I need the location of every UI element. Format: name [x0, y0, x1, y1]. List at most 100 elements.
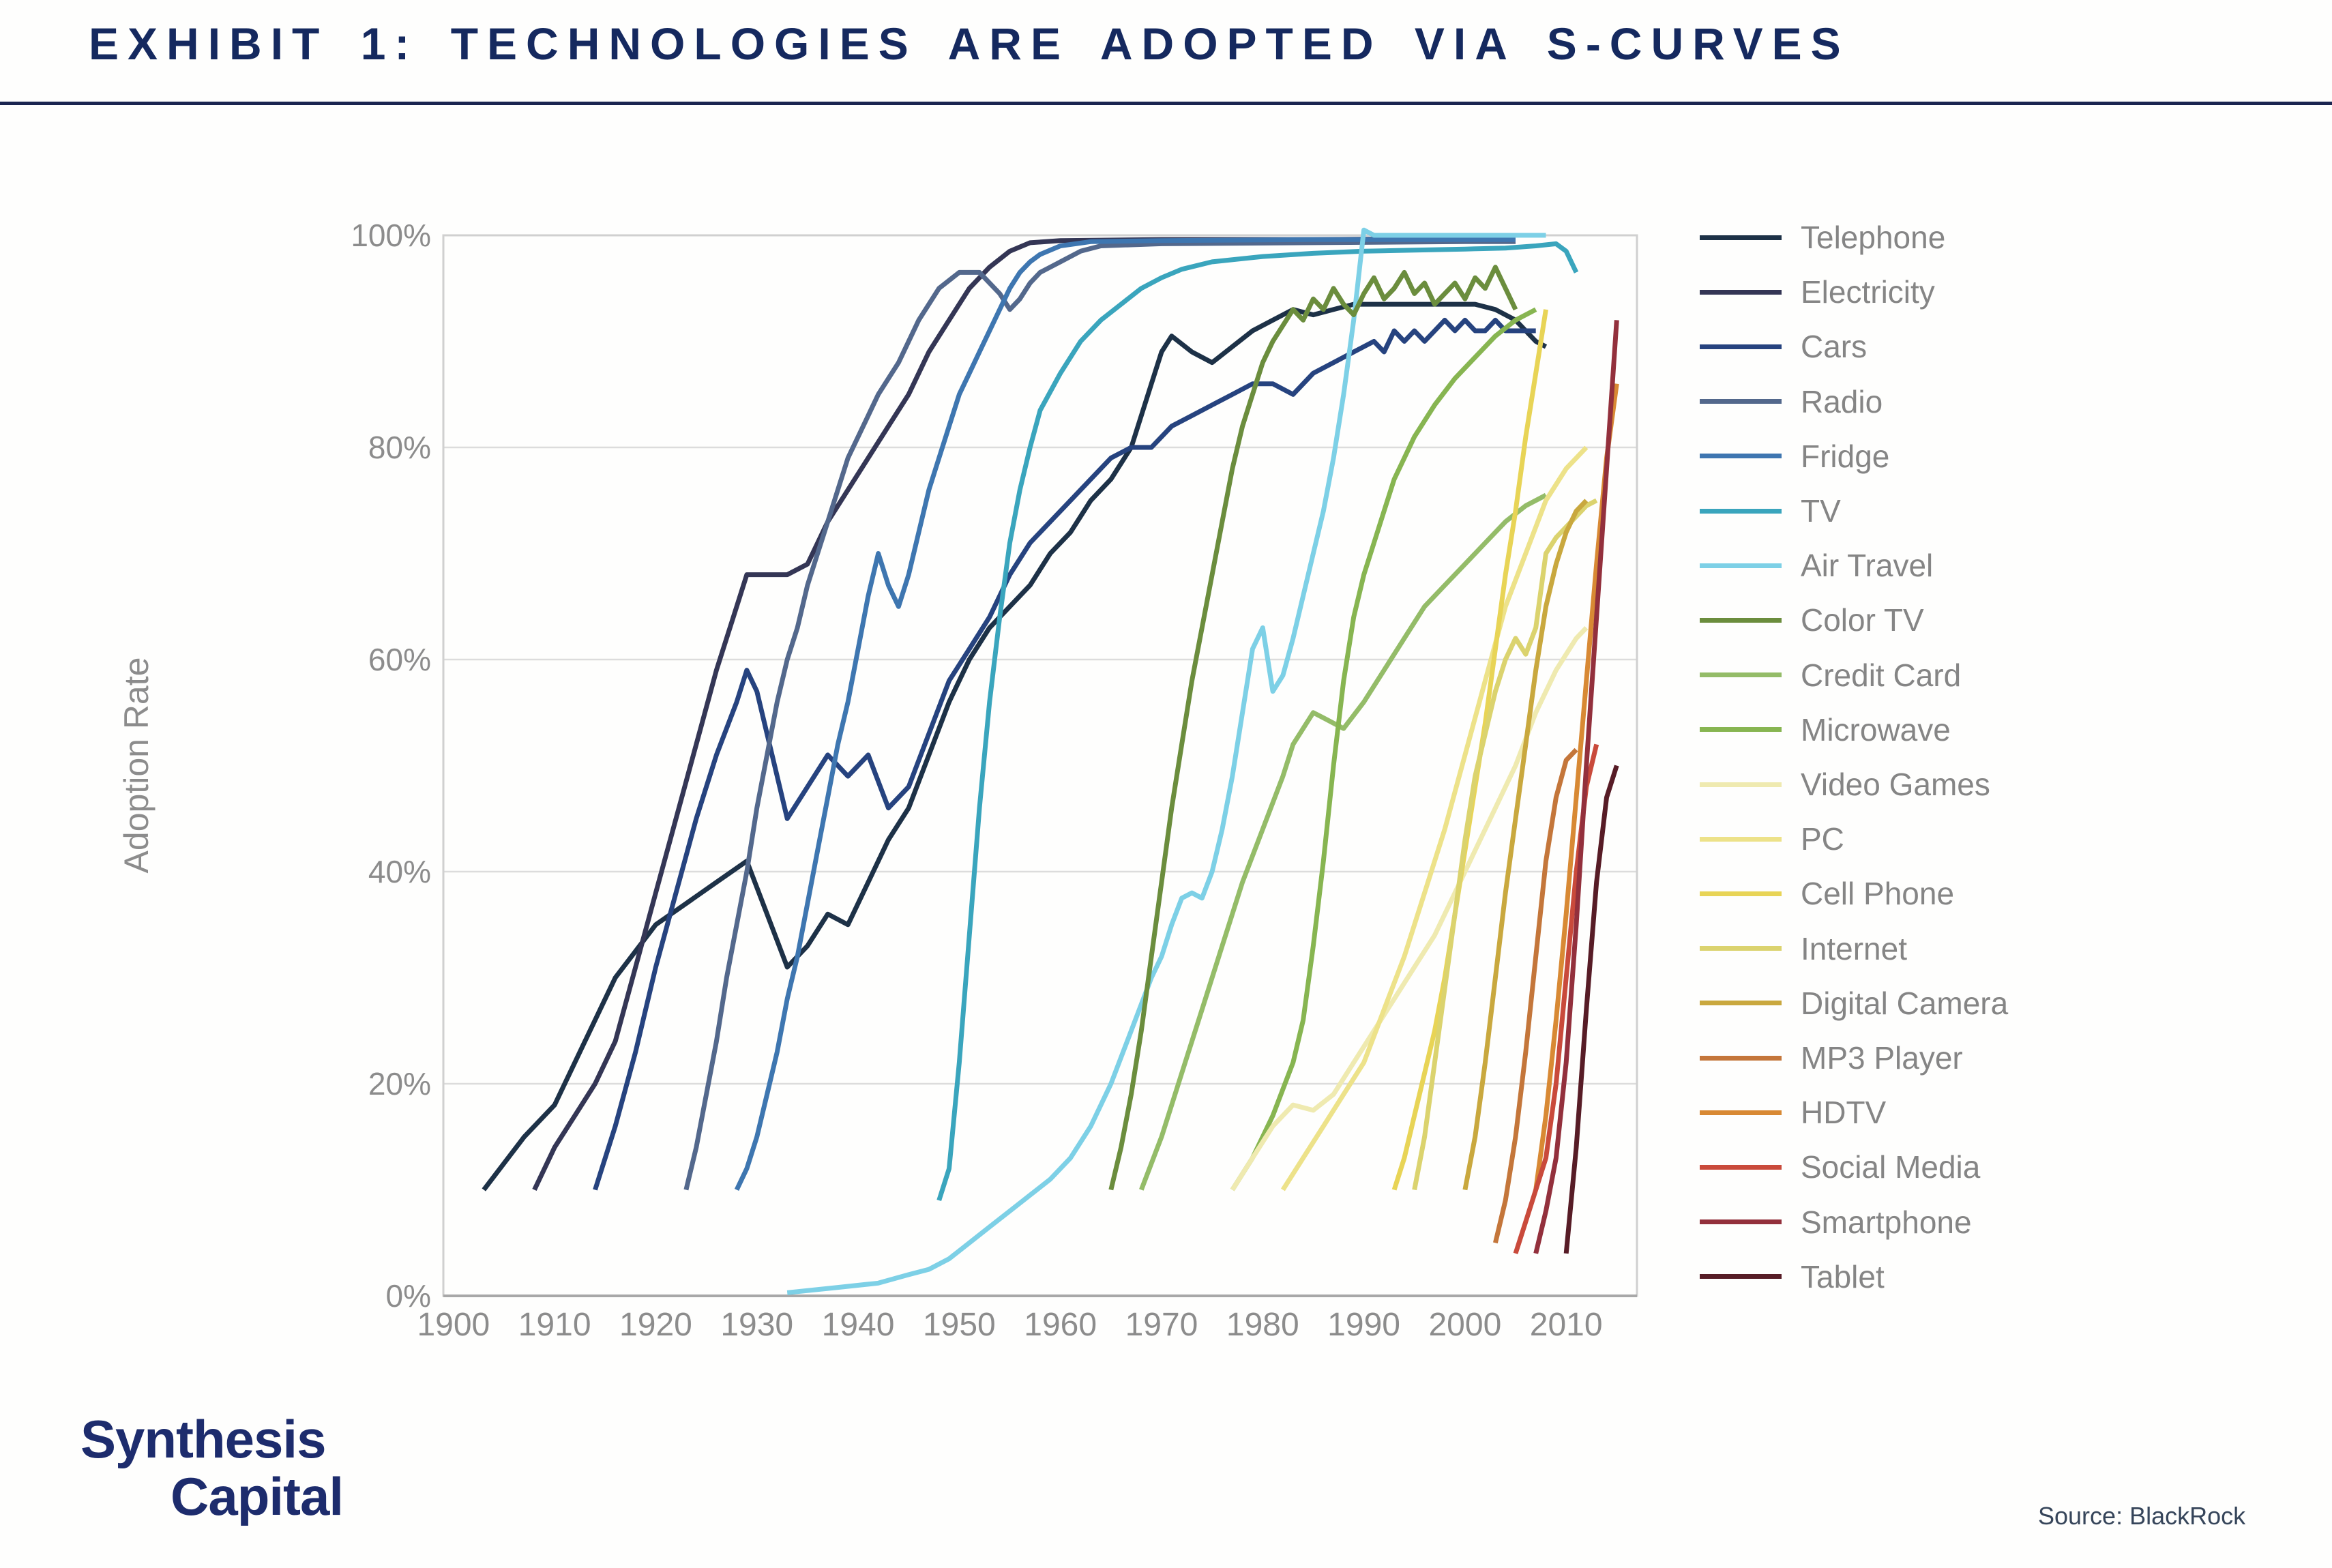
legend-item-social-media: Social Media: [1700, 1148, 1980, 1186]
legend-item-fridge: Fridge: [1700, 437, 1889, 475]
x-axis-tick-label-1900: 1900: [417, 1307, 490, 1343]
legend-item-tv: TV: [1700, 492, 1841, 530]
legend-item-hdtv: HDTV: [1700, 1093, 1886, 1131]
legend-swatch-social-media: [1700, 1164, 1782, 1170]
y-axis-tick-label-40: 40%: [368, 854, 431, 889]
legend-swatch-air-travel: [1700, 563, 1782, 568]
y-axis-tick-label-0: 0%: [385, 1278, 431, 1314]
legend-item-color-tv: Color TV: [1700, 601, 1924, 639]
x-axis-tick-label-1960: 1960: [1024, 1307, 1097, 1343]
series-line-pc: [1280, 445, 1589, 1192]
x-axis-tick-label-1910: 1910: [518, 1307, 591, 1343]
x-axis-tick-label-2010: 2010: [1529, 1307, 1603, 1343]
legend-item-label: Digital Camera: [1801, 985, 2009, 1021]
legend-swatch-tablet: [1700, 1274, 1782, 1279]
legend-swatch-video-games: [1700, 782, 1782, 787]
legend-swatch-internet: [1700, 946, 1782, 951]
legend-swatch-pc: [1700, 836, 1782, 842]
legend-swatch-smartphone: [1700, 1219, 1782, 1225]
legend-swatch-radio: [1700, 399, 1782, 404]
legend-item-cars: Cars: [1700, 327, 1867, 366]
legend-item-label: Tablet: [1801, 1258, 1885, 1295]
series-line-fridge: [734, 237, 1516, 1192]
series-line-microwave: [1230, 307, 1537, 1192]
legend-item-microwave: Microwave: [1700, 711, 1951, 749]
legend-item-air-travel: Air Travel: [1700, 546, 1933, 585]
legend-swatch-digital-camera: [1700, 1001, 1782, 1006]
legend-item-label: Air Travel: [1801, 548, 1934, 584]
series-line-radio: [683, 239, 1516, 1191]
series-line-telephone: [482, 301, 1548, 1192]
plot-border: [442, 234, 1638, 1297]
series-line-tablet: [1563, 765, 1619, 1254]
legend-swatch-electricity: [1700, 289, 1782, 295]
legend-item-cell-phone: Cell Phone: [1700, 874, 1954, 913]
y-axis-tick-label-60: 60%: [368, 642, 431, 677]
legend-item-label: Social Media: [1801, 1149, 1981, 1185]
title-rule-divider: [0, 102, 2332, 105]
y-axis-tick-label-80: 80%: [368, 430, 431, 465]
series-line-smartphone: [1533, 320, 1619, 1254]
y-axis-label: Adoption Rate: [117, 657, 156, 874]
series-line-digital-camera: [1462, 499, 1589, 1191]
legend-item-electricity: Electricity: [1700, 273, 1935, 311]
legend-item-label: Color TV: [1801, 602, 1924, 638]
page-title: EXHIBIT 1: TECHNOLOGIES ARE ADOPTED VIA …: [89, 18, 1850, 69]
legend-swatch-mp3-player: [1700, 1055, 1782, 1061]
legend-item-label: TV: [1801, 493, 1841, 529]
x-axis-tick-label-1970: 1970: [1125, 1307, 1198, 1343]
legend-item-label: HDTV: [1801, 1095, 1887, 1131]
legend-item-label: Video Games: [1801, 767, 1990, 802]
legend-item-label: PC: [1801, 821, 1844, 857]
x-axis-tick-label-1990: 1990: [1327, 1307, 1400, 1343]
x-axis-tick-label-1950: 1950: [922, 1307, 996, 1343]
logo-line-2: Capital: [171, 1466, 344, 1526]
synthesis-capital-logo: Synthesis Capital: [80, 1409, 344, 1526]
legend-item-label: Radio: [1801, 383, 1883, 419]
logo-line-1: Synthesis: [80, 1409, 326, 1469]
series-line-air-travel: [786, 227, 1546, 1295]
x-axis-tick-label-1920: 1920: [619, 1307, 692, 1343]
legend-item-label: Internet: [1801, 930, 1907, 966]
x-axis-tick-label-1940: 1940: [821, 1307, 895, 1343]
legend-item-label: Smartphone: [1801, 1204, 1972, 1240]
series-line-video-games: [1230, 625, 1589, 1192]
y-axis-tick-label-100: 100%: [351, 218, 431, 253]
legend-swatch-credit-card: [1700, 672, 1782, 678]
legend-item-label: Cars: [1801, 329, 1868, 365]
x-axis-tick-label-1930: 1930: [720, 1307, 794, 1343]
legend-item-tablet: Tablet: [1700, 1258, 1885, 1296]
x-axis-tick-label-1980: 1980: [1226, 1307, 1299, 1343]
legend-item-telephone: Telephone: [1700, 218, 1945, 256]
legend-swatch-cars: [1700, 344, 1782, 349]
legend-item-radio: Radio: [1700, 383, 1883, 421]
legend-swatch-hdtv: [1700, 1110, 1782, 1115]
legend-swatch-microwave: [1700, 727, 1782, 733]
source-note: Source: BlackRock: [2038, 1502, 2246, 1530]
legend-item-label: Cell Phone: [1801, 876, 1955, 912]
legend-item-internet: Internet: [1700, 930, 1907, 968]
legend-swatch-fridge: [1700, 454, 1782, 459]
series-line-color-tv: [1108, 265, 1518, 1191]
legend-item-mp3-player: MP3 Player: [1700, 1039, 1963, 1077]
series-line-tv: [936, 241, 1579, 1202]
legend-item-digital-camera: Digital Camera: [1700, 984, 2008, 1022]
legend-item-smartphone: Smartphone: [1700, 1203, 1972, 1241]
legend-item-pc: PC: [1700, 820, 1844, 858]
legend-item-video-games: Video Games: [1700, 765, 1990, 803]
legend-item-label: Microwave: [1801, 711, 1951, 748]
legend-swatch-tv: [1700, 508, 1782, 514]
legend-item-label: Telephone: [1801, 220, 1946, 255]
series-line-credit-card: [1139, 492, 1548, 1191]
legend-item-label: Electricity: [1801, 274, 1935, 310]
legend-swatch-cell-phone: [1700, 891, 1782, 896]
series-line-mp3-player: [1492, 748, 1578, 1244]
legend-swatch-telephone: [1700, 235, 1782, 240]
legend-item-label: Credit Card: [1801, 657, 1962, 693]
legend-item-label: Fridge: [1801, 438, 1890, 474]
x-axis-tick-label-2000: 2000: [1428, 1307, 1502, 1343]
series-line-cars: [593, 317, 1536, 1191]
legend-swatch-color-tv: [1700, 617, 1782, 623]
legend-item-credit-card: Credit Card: [1700, 656, 1961, 694]
